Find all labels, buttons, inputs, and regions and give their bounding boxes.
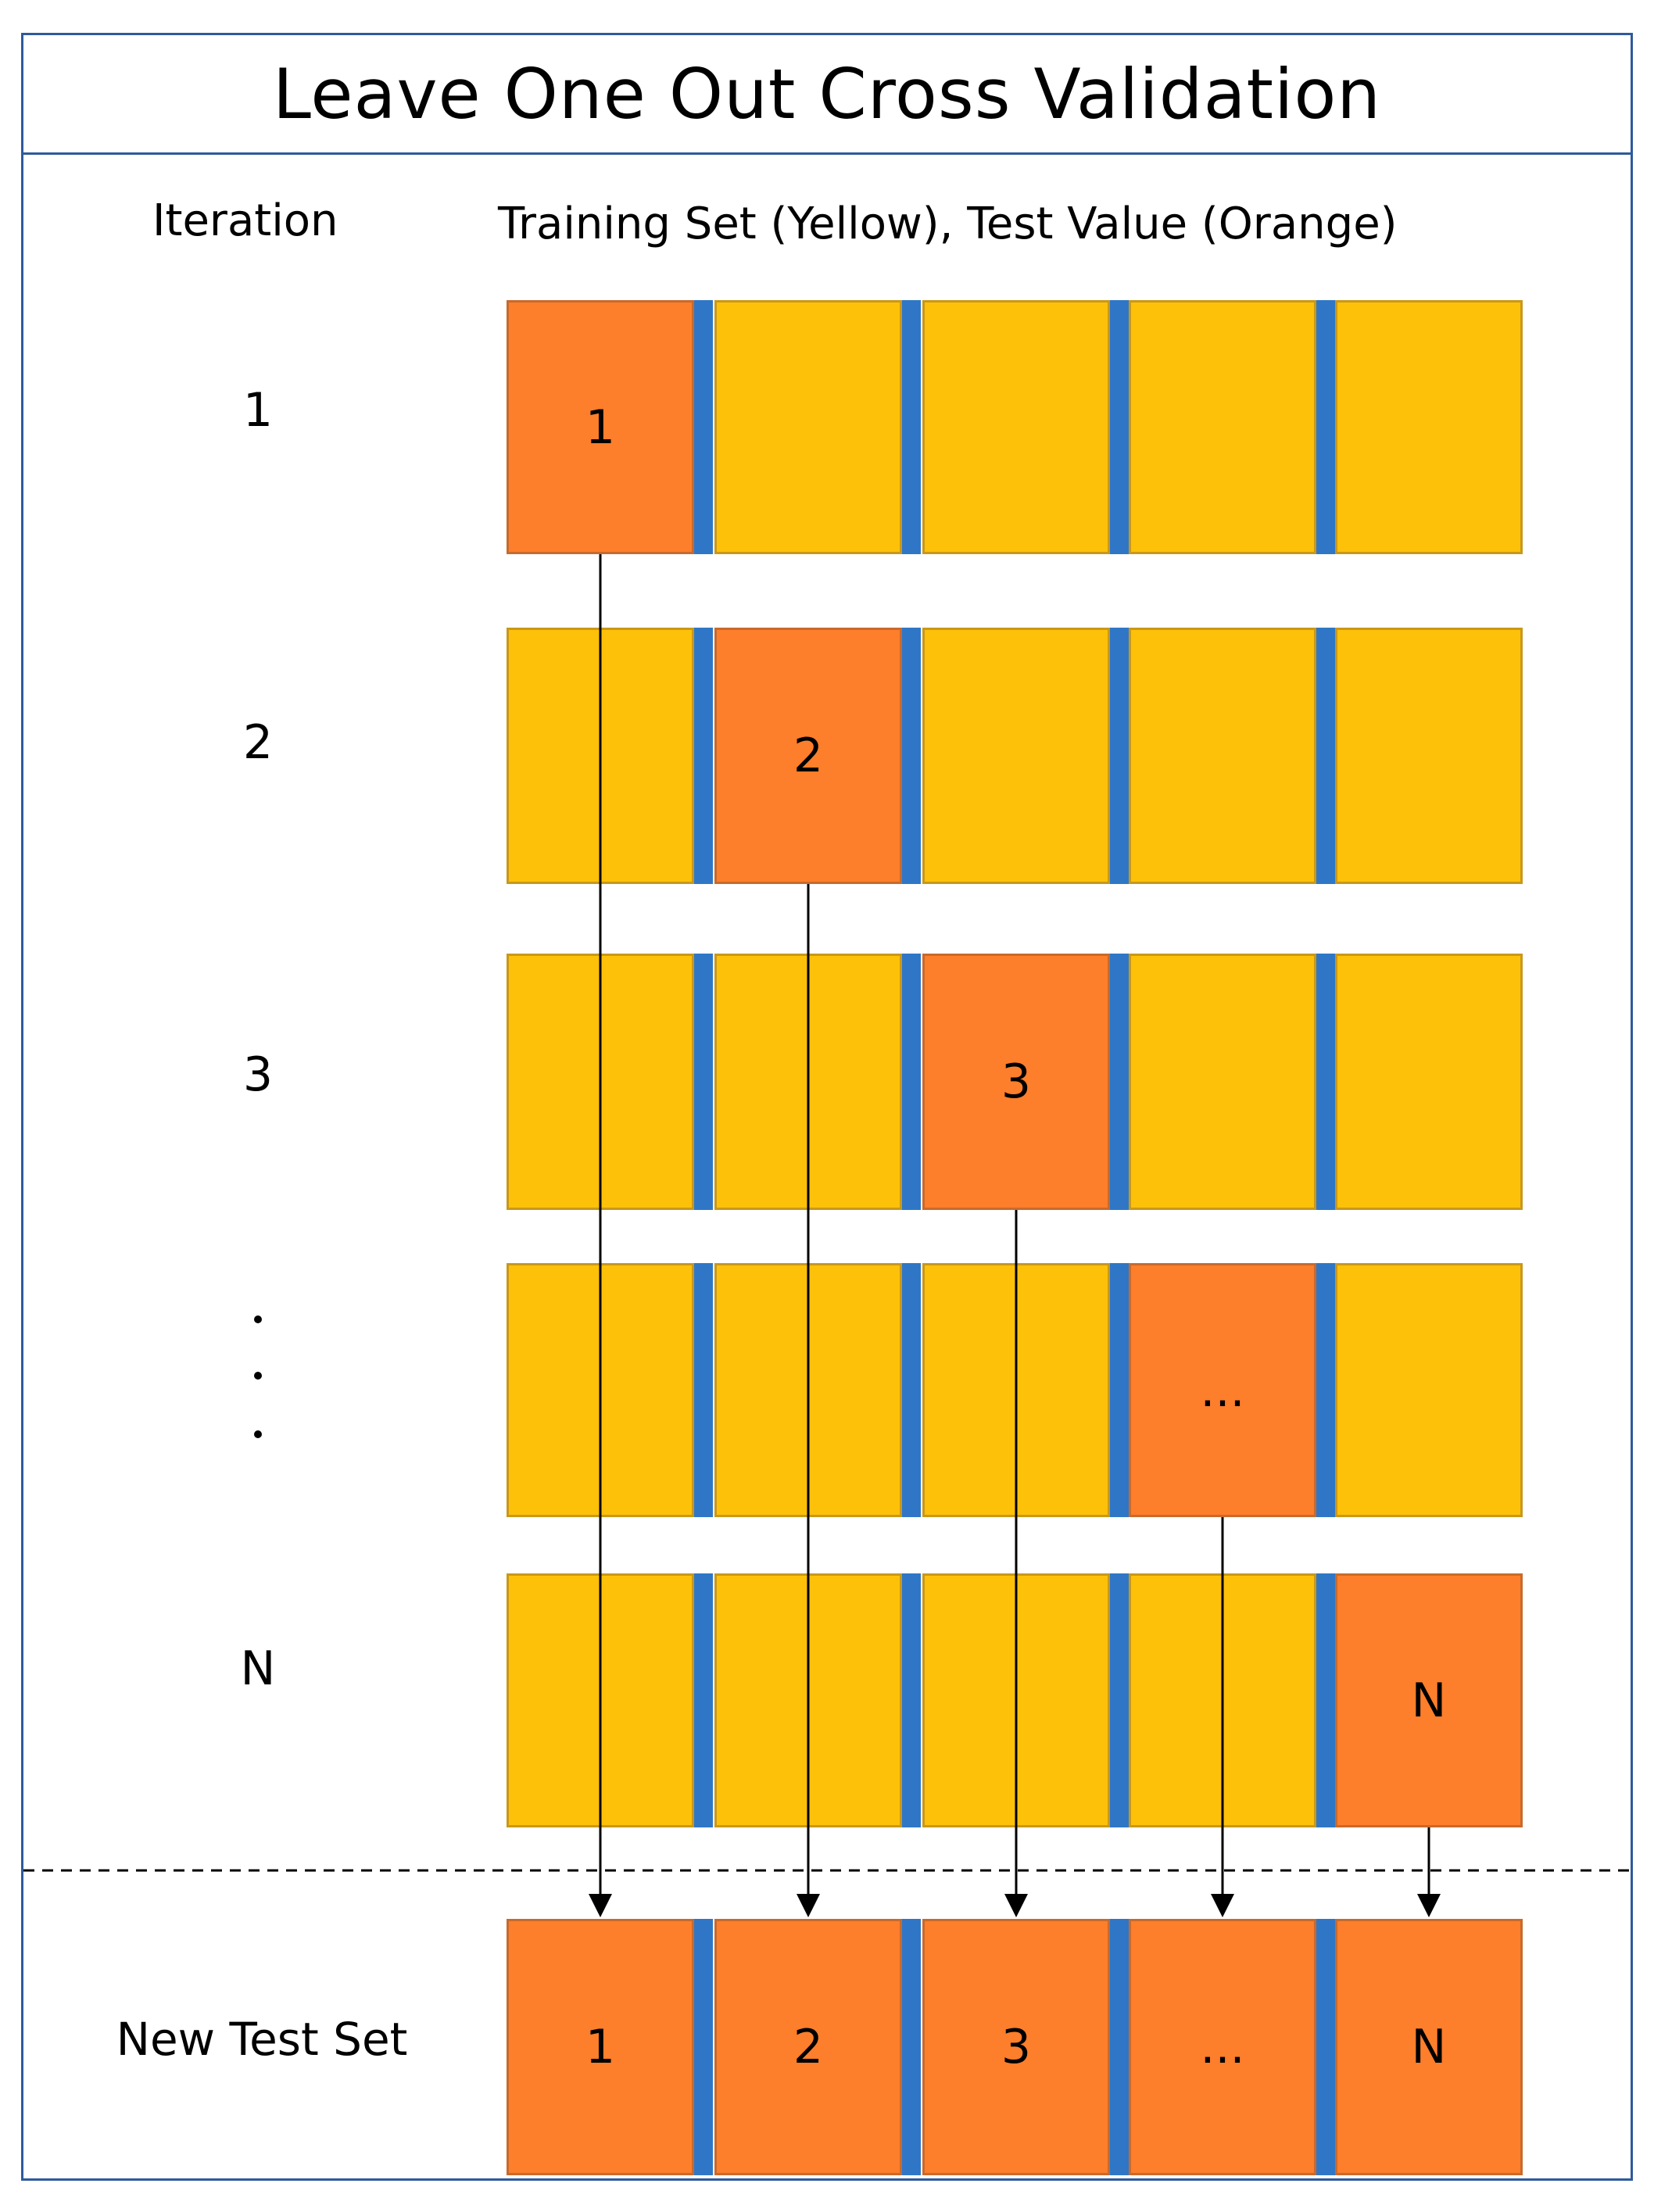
row-4-training-cell-5 <box>1335 1263 1523 1517</box>
new-test-set-cell-5-label: N <box>1411 2020 1447 2074</box>
row-5-separator-3 <box>1108 1573 1129 1827</box>
row-5-separator-4 <box>1316 1573 1337 1827</box>
new-test-set-separator-4 <box>1316 1919 1337 2175</box>
new-test-set-label: New Test Set <box>116 2013 408 2066</box>
row-4-test-cell-label: ... <box>1200 1362 1245 1418</box>
row-1-training-cell-5 <box>1335 300 1523 554</box>
new-test-set-cell-3: 3 <box>922 1919 1110 2175</box>
row-3-separator-3 <box>1108 954 1129 1210</box>
row-2-test-cell-label: 2 <box>793 728 824 783</box>
new-test-set-cell-3-label: 3 <box>1001 2020 1032 2074</box>
row-3-training-cell-5 <box>1335 954 1523 1210</box>
sets-header: Training Set (Yellow), Test Value (Orang… <box>498 199 1398 249</box>
new-test-set-cell-4: ... <box>1129 1919 1316 2175</box>
new-test-set-separator-3 <box>1108 1919 1129 2175</box>
row-1-separator-4 <box>1316 300 1337 554</box>
row-1-test-cell-label: 1 <box>585 399 616 455</box>
iteration-label: 1 <box>242 383 274 438</box>
row-2-training-cell-5 <box>1335 628 1523 884</box>
row-3-separator-2 <box>900 954 921 1210</box>
row-4-separator-3 <box>1108 1263 1129 1517</box>
iteration-header: Iteration <box>152 195 338 246</box>
ellipsis-dot-2 <box>254 1372 262 1380</box>
row-2-test-cell: 2 <box>714 628 902 884</box>
row-2-separator-2 <box>900 628 921 884</box>
row-1-separator-2 <box>900 300 921 554</box>
row-2-separator-4 <box>1316 628 1337 884</box>
new-test-set-cell-2: 2 <box>714 1919 902 2175</box>
row-3-training-cell-4 <box>1129 954 1316 1210</box>
ellipsis-dot-3 <box>254 1430 262 1438</box>
row-5-separator-1 <box>692 1573 713 1827</box>
row-4-separator-1 <box>692 1263 713 1517</box>
title-box: Leave One Out Cross Validation <box>23 35 1631 155</box>
new-test-set-cell-4-label: ... <box>1200 2020 1245 2074</box>
ellipsis-dot-1 <box>254 1315 262 1323</box>
row-1-separator-3 <box>1108 300 1129 554</box>
row-3-test-cell-label: 3 <box>1001 1054 1032 1109</box>
row-2-separator-1 <box>692 628 713 884</box>
new-test-set-separator-1 <box>692 1919 713 2175</box>
diagram-title: Leave One Out Cross Validation <box>272 53 1382 134</box>
iteration-label: 3 <box>242 1047 274 1102</box>
iteration-label: N <box>240 1641 276 1696</box>
row-4-separator-2 <box>900 1263 921 1517</box>
new-test-set-cell-1: 1 <box>507 1919 694 2175</box>
row-3-separator-4 <box>1316 954 1337 1210</box>
row-5-separator-2 <box>900 1573 921 1827</box>
diagram-frame: Leave One Out Cross Validation <box>21 33 1633 2181</box>
row-3-test-cell: 3 <box>922 954 1110 1210</box>
row-1-separator-1 <box>692 300 713 554</box>
row-1-training-cell-3 <box>922 300 1110 554</box>
row-5-test-cell-label: N <box>1411 1673 1447 1728</box>
new-test-set-separator-2 <box>900 1919 921 2175</box>
iteration-label: 2 <box>242 715 274 770</box>
row-2-training-cell-4 <box>1129 628 1316 884</box>
row-4-test-cell: ... <box>1129 1263 1316 1517</box>
row-2-separator-3 <box>1108 628 1129 884</box>
row-4-separator-4 <box>1316 1263 1337 1517</box>
new-test-set-cell-2-label: 2 <box>793 2020 824 2074</box>
row-5-test-cell: N <box>1335 1573 1523 1827</box>
row-1-training-cell-2 <box>714 300 902 554</box>
new-test-set-cell-5: N <box>1335 1919 1523 2175</box>
row-3-separator-1 <box>692 954 713 1210</box>
row-1-test-cell: 1 <box>507 300 694 554</box>
row-1-training-cell-4 <box>1129 300 1316 554</box>
new-test-set-cell-1-label: 1 <box>585 2020 616 2074</box>
row-2-training-cell-3 <box>922 628 1110 884</box>
